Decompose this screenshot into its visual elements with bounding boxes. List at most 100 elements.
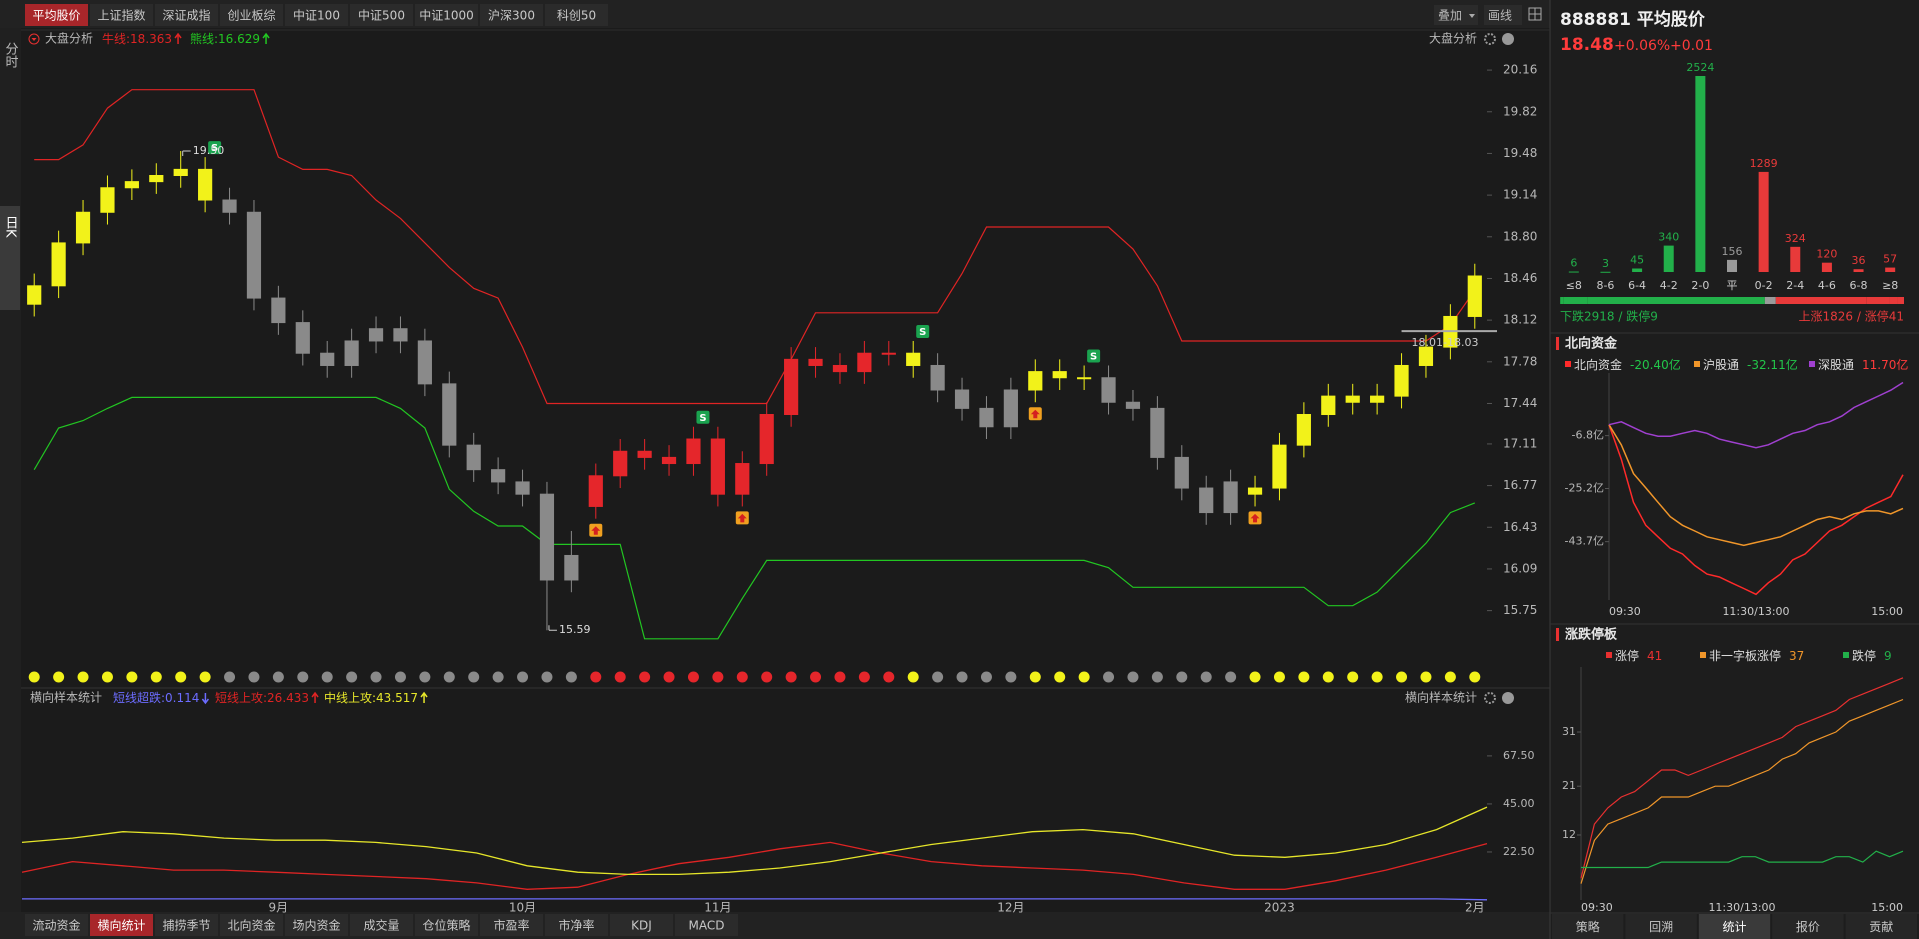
y-tick-label: 19.82 [1503,104,1537,118]
tab-label: MACD [689,919,725,933]
tab[interactable] [1552,914,1624,939]
breadth-segment [1899,297,1904,304]
state-dot [614,671,626,683]
candle-body [27,285,42,305]
y-tick-label: 16.77 [1503,478,1537,492]
tab[interactable] [220,914,283,936]
tab[interactable] [675,914,738,936]
tab[interactable] [285,4,348,26]
bar [1695,76,1706,272]
state-dot [1371,671,1383,683]
x-tick-label: ≥8 [1882,279,1898,292]
state-dot [1151,671,1163,683]
tab[interactable] [155,914,218,936]
bar-value-label: 324 [1785,232,1806,245]
toolbar-label: 画线 [1488,9,1512,23]
y-tick-label: 17.44 [1503,396,1537,410]
tab[interactable] [415,914,478,936]
legend-item: 涨停 41 [1615,648,1662,663]
state-dot [712,671,724,683]
tab[interactable] [415,4,478,26]
candle-body [1101,377,1116,403]
candle-body [1272,444,1287,489]
series-line [21,841,1488,890]
legend-item: 中线上攻:43.517 [324,690,418,705]
y-tick-label: 17.11 [1503,436,1537,450]
side-tab[interactable] [0,32,20,136]
trend-arrow [174,32,182,44]
tab[interactable] [90,4,153,26]
toolbar-button[interactable] [1434,5,1478,25]
tab[interactable] [1845,914,1917,939]
sell-signal [208,141,222,155]
x-tick-label: 09:30 [1609,605,1641,618]
candle-body [417,340,432,385]
candle-body [954,389,970,409]
legend-item: 跌停 9 [1852,648,1892,663]
help-icon[interactable] [1502,33,1514,45]
candle-body [686,438,701,465]
candle-body [1003,389,1018,428]
tab[interactable] [545,914,608,936]
help-icon[interactable] [1502,692,1514,704]
candle-body [832,364,848,373]
extreme-marker [548,625,557,631]
tab-label: 中证500 [358,8,405,23]
tab-label: 沪深300 [488,9,535,23]
tab[interactable] [25,914,88,936]
state-dot [370,671,382,683]
candle-body [1321,395,1336,416]
tab[interactable] [350,914,413,936]
extreme-label: 15.59 [559,623,591,636]
settings-icon[interactable] [1484,33,1496,45]
candle-body [1418,346,1434,366]
state-dot [736,671,748,683]
tab-label: 市盈率 [493,918,529,933]
y-tick-label: 45.00 [1503,797,1535,810]
buy-signal-icon [1250,513,1260,523]
legend-value: 43.517 [376,691,418,705]
settings-icon[interactable] [1484,692,1496,704]
toolbar-button[interactable] [1484,5,1522,25]
tab[interactable] [350,4,413,26]
tab[interactable] [25,4,88,26]
candle-body [271,297,286,324]
candle-body [344,340,359,366]
tab[interactable] [480,914,543,936]
tab[interactable] [545,4,608,26]
legend-item: 沪股通 -32.11亿 [1703,357,1798,372]
y-tick-label: 18.46 [1503,271,1537,285]
tab[interactable] [1772,914,1844,939]
series-line [1608,424,1904,596]
tab[interactable] [610,914,673,936]
collapse-icon[interactable] [28,33,40,45]
tab-label: 横向统计 [97,918,145,933]
legend-name: 牛线: [102,31,130,46]
y-tick-label: 15.75 [1503,603,1537,617]
breadth-segment [1897,297,1900,304]
candle-body [51,242,66,287]
tab[interactable] [220,4,283,26]
y-tick-label: 18.80 [1503,229,1537,243]
state-dot [1322,671,1334,683]
panel-title-right[interactable]: 大盘分析 [1429,31,1477,46]
legend-value: -20.40亿 [1630,357,1681,372]
tab-label: 成交量 [363,918,399,933]
tab[interactable] [480,4,543,26]
x-tick-label: 平 [1727,279,1738,292]
tab[interactable] [1698,914,1771,939]
panel-title-right[interactable]: 横向样本统计 [1405,690,1477,705]
tab[interactable] [90,914,153,936]
tab[interactable] [1625,914,1697,939]
state-dot [687,671,699,683]
y-tick-label: -43.7亿 [1565,535,1604,548]
title-marker [1556,628,1559,641]
candle-body [75,211,91,244]
bar-value-label: 2524 [1686,61,1714,74]
side-tab[interactable] [0,206,20,310]
tab[interactable] [155,4,218,26]
x-tick-label: 6-4 [1628,279,1646,292]
state-dot [443,671,455,683]
tab[interactable] [285,914,348,936]
